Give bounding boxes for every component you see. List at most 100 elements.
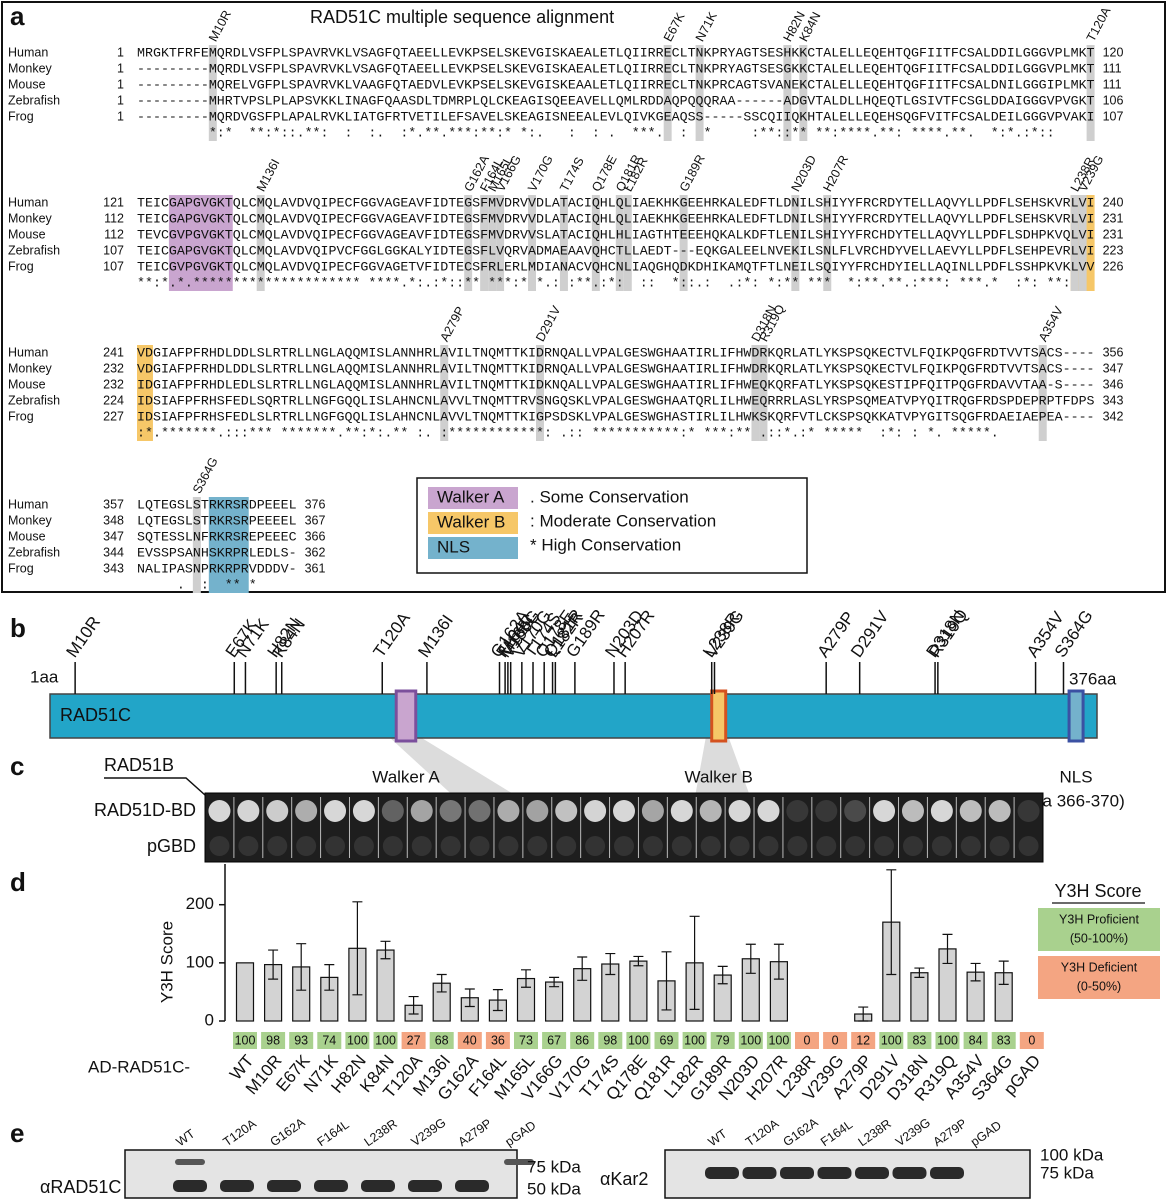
score-label: 27 [407,1033,421,1047]
sequence: ---------MQRDLVSFPLSPAVRVKLVSAGFQTAEELLE… [137,62,1095,77]
score-label: 100 [684,1033,705,1047]
mutation-label: G189R [677,152,708,194]
score-box [766,1032,791,1049]
spot [555,800,578,822]
lane-label: WT [706,1126,730,1149]
species-name: Zebrafish [8,93,60,107]
lane-label: T120A [743,1116,782,1149]
sequence: ---------MHRTVPSLPLAPSVKKLINAGFQAASDLTDM… [137,94,1095,109]
lane-label: F164L [315,1117,352,1149]
lane-label: L238R [856,1117,894,1150]
connector [390,738,512,793]
row-label: pGBD [147,836,196,856]
legend-box [416,477,808,574]
end-number: 111 [1103,61,1122,75]
protein-name: RAD51C [60,705,131,725]
score-box [879,1032,904,1049]
species-name: Human [8,345,48,359]
mutation-label: M136I [254,157,283,194]
column-highlight [480,195,489,291]
spot-control [614,836,634,856]
spot [815,800,838,822]
protein-bar [49,693,1098,739]
score-box [654,1032,679,1049]
species-name: Monkey [8,513,53,527]
conservation-legend: . Some Conservation [530,487,689,506]
sequence: ---------MQRDVGSFPLAPALRVKLIATGFRTVETILE… [137,110,1095,125]
x-axis-label: AD-RAD51C- [88,1057,190,1076]
sequence: LQTEGSLSTRKRSRDPEEEL [137,498,297,513]
end-number: 366 [305,529,326,543]
score-box [429,1032,454,1049]
sequence: TEICGAPGVGKTQLCMQLAVDVQIPECFGGVAGEAVFIDT… [137,212,1095,227]
spot [1017,800,1040,822]
score-label: 100 [628,1033,649,1047]
mutation-label: M10R [63,613,105,661]
end-number: 111 [1103,77,1122,91]
column-highlight [208,497,249,593]
spot [352,800,375,822]
legend-label: Walker A [437,487,505,506]
score-label: 100 [881,1033,902,1047]
error-bar [436,973,447,993]
column-highlight [559,195,568,291]
legend-swatch [428,537,518,559]
bait-bracket [104,777,206,796]
column-highlight [663,45,672,141]
mutation-label: V170G [525,153,556,194]
species-name: Human [8,45,48,59]
error-bar [521,969,531,988]
legend-label: (0-50%) [1077,979,1121,993]
species-name: Human [8,195,48,209]
band [817,1167,852,1179]
lane-label: A279P [931,1116,970,1149]
column-highlight [536,345,544,441]
score-box [514,1032,538,1049]
score-box [907,1032,932,1049]
column-highlight [440,345,449,441]
spot-control [960,836,981,856]
score-box [935,1032,960,1049]
score-label: 68 [435,1033,449,1047]
score-label: 98 [603,1033,617,1047]
marker-label: 75 kDa [1040,1163,1094,1182]
spot-control [382,836,403,856]
column-highlight [591,195,600,291]
spot-control [411,836,432,856]
column-highlight [783,45,792,141]
score-label: 100 [740,1033,761,1047]
species-name: Frog [8,409,34,423]
spot-control [527,836,548,856]
start-number: 348 [103,513,124,527]
domain-box [394,689,418,743]
error-bar [464,988,475,1008]
end-number: 346 [1103,377,1124,391]
score-label: 40 [463,1033,477,1047]
species-name: Human [8,497,48,511]
spot [324,800,347,822]
species-name: Frog [8,109,34,123]
band [705,1167,739,1179]
band [742,1167,777,1179]
error-bar [352,901,363,996]
sequence: MRGKTFRFEMQRDLVSFPLSPAVRVKLVSAGFQTAEELLE… [137,46,1095,61]
lane-label: V239G [409,1115,449,1149]
antibody-label: αRAD51C [40,1177,121,1197]
spot-control [816,836,837,856]
row-label: RAD51D-BD [94,800,196,820]
mutation-label: D291V [847,607,893,661]
mutation-label: N71K [693,9,720,44]
spot-control [902,836,923,856]
error-bar [324,963,335,991]
error-bar [296,943,307,991]
spot-control [1018,836,1039,856]
species-name: Monkey [8,361,53,375]
legend-label: Y3H Proficient [1059,912,1139,926]
end-number: 231 [1103,211,1124,225]
spot [237,800,260,822]
band-faint [175,1159,205,1165]
mutation-label: A354V [1036,304,1066,344]
legend-swatch [1038,908,1160,951]
lane-label: T120A [221,1116,260,1149]
score-box [1019,1032,1044,1049]
